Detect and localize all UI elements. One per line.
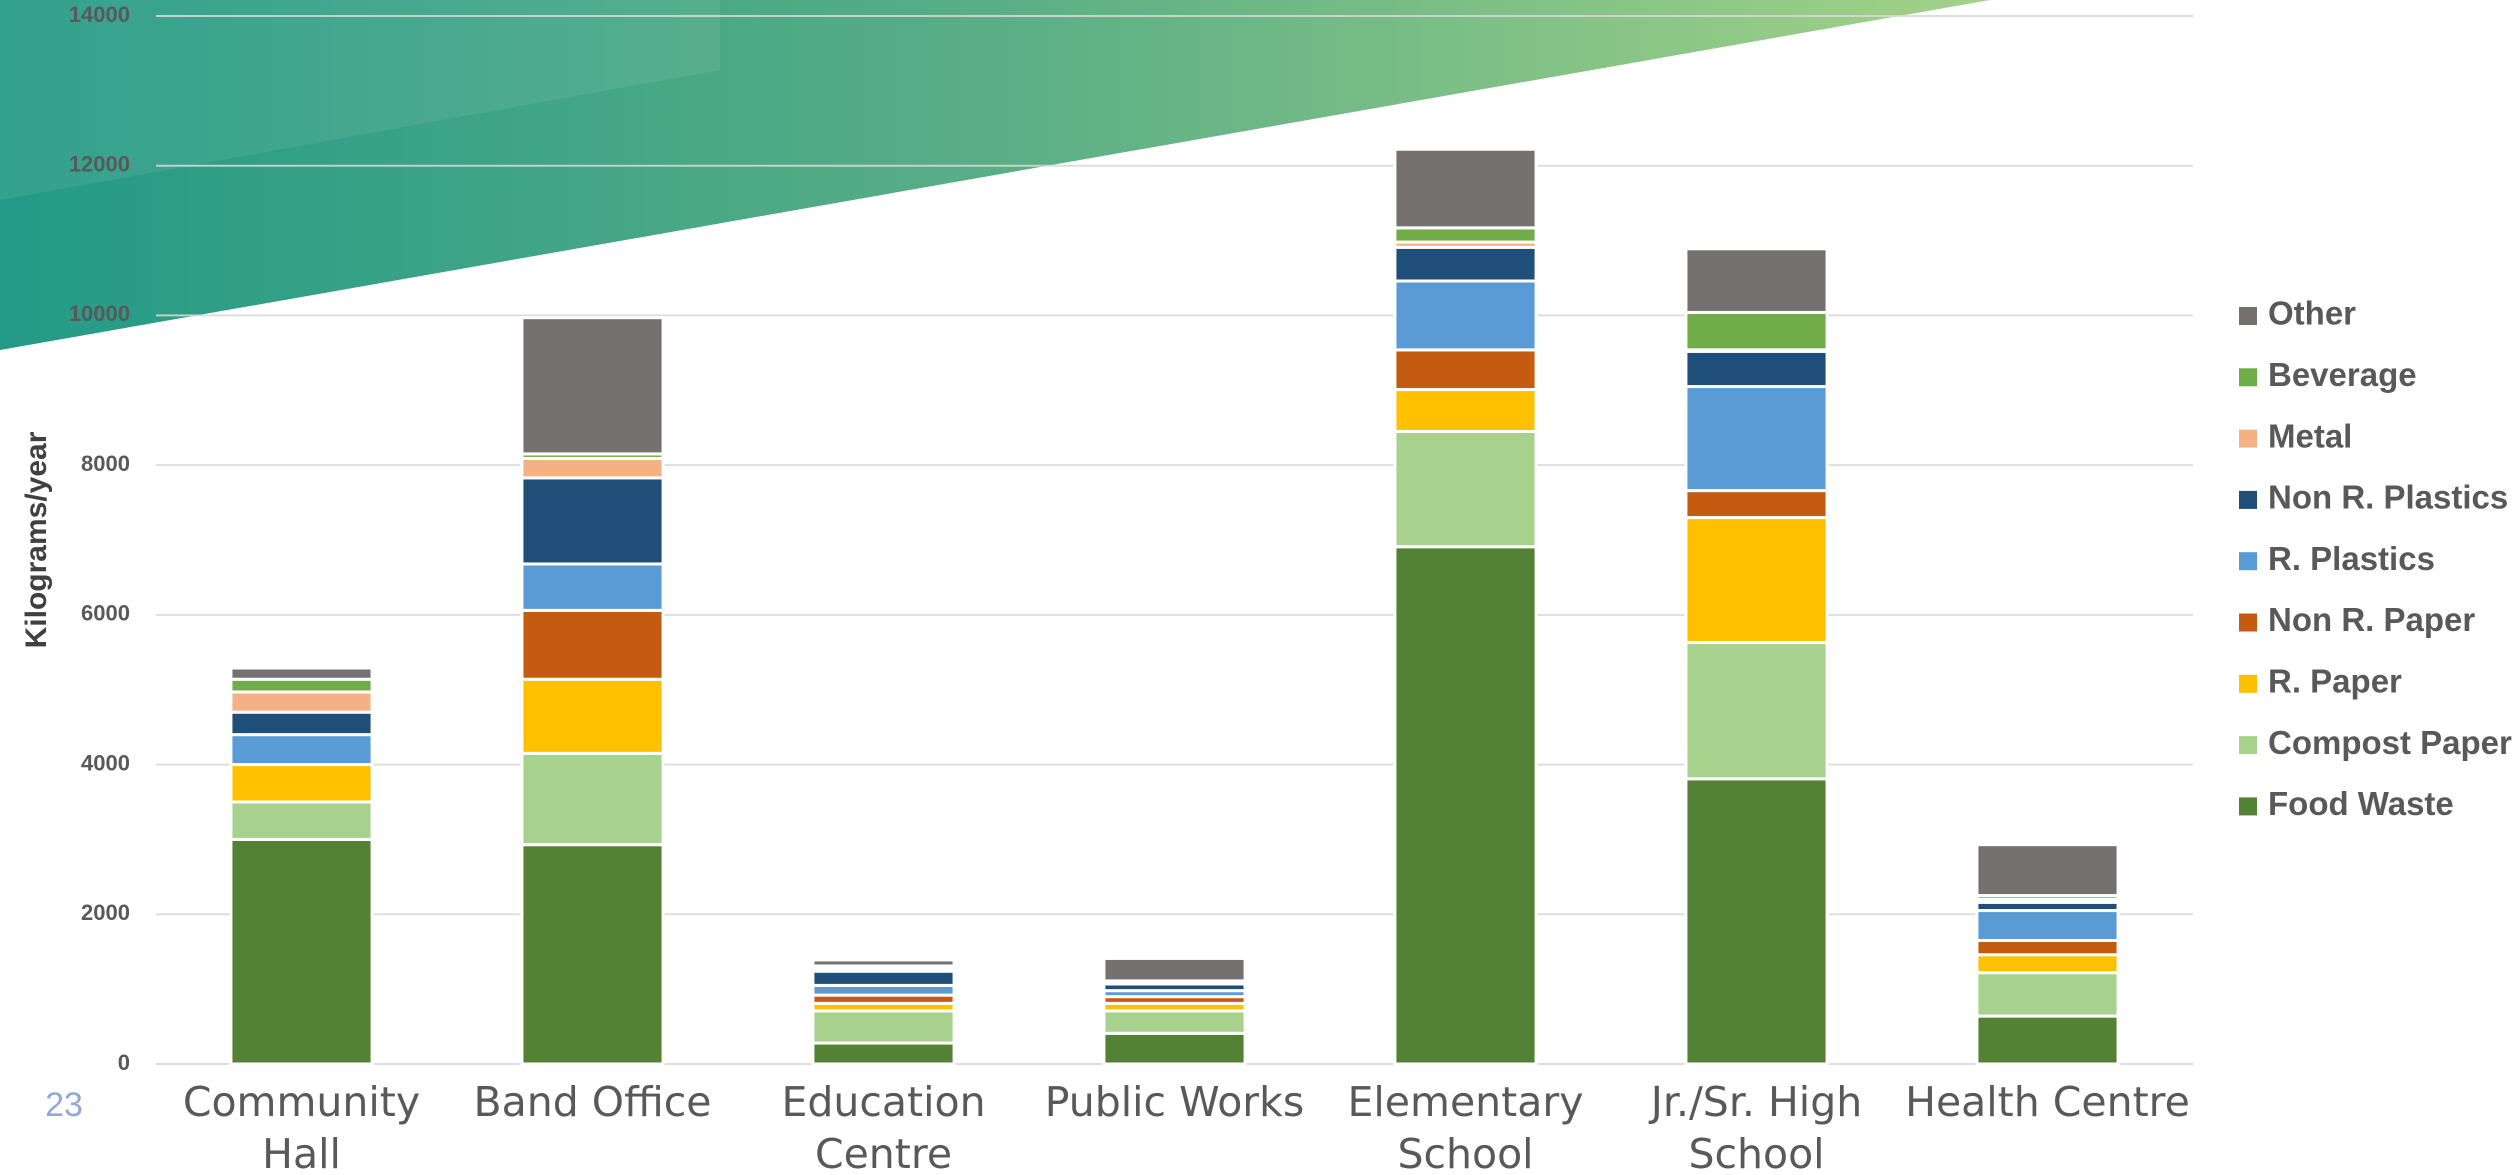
- bar-segment: [1102, 1031, 1247, 1066]
- bar-segment: [1393, 388, 1538, 433]
- bar-segment: [1684, 349, 1829, 389]
- bar-segment: [229, 666, 374, 681]
- y-axis-label: Kilograms/year: [20, 431, 53, 648]
- y-tick-label: 0: [118, 1050, 130, 1075]
- bar-segment: [1684, 310, 1829, 352]
- legend-label: Metal: [2268, 417, 2352, 454]
- bar-segment: [520, 751, 665, 847]
- bar-segment: [1975, 909, 2120, 942]
- bar-segment: [520, 456, 665, 480]
- bar-segment: [1684, 516, 1829, 645]
- legend-label: R. Plastics: [2268, 540, 2435, 577]
- legend-swatch: [2239, 429, 2257, 448]
- bar-segment: [229, 763, 374, 804]
- legend-label: R. Paper: [2268, 663, 2402, 700]
- bar-segment: [1975, 1014, 2120, 1066]
- bar-segment: [1102, 1009, 1247, 1035]
- legend-swatch: [2239, 797, 2257, 816]
- bar-segment: [1975, 971, 2120, 1018]
- bar-segment: [1393, 147, 1538, 230]
- bar-segment: [1393, 429, 1538, 549]
- bar-segment: [811, 958, 956, 968]
- banner-shade: [0, 0, 720, 200]
- bar-segment: [520, 476, 665, 566]
- bar-segment: [520, 608, 665, 681]
- x-tick-label: Community Hall: [182, 1078, 421, 1175]
- y-tick-label: 8000: [81, 451, 130, 476]
- legend-label: Non R. Paper: [2268, 601, 2475, 638]
- legend-swatch: [2239, 613, 2257, 632]
- x-tick-label: Public Works: [1044, 1078, 1305, 1126]
- x-tick-label: Education Centre: [781, 1078, 986, 1175]
- y-tick-label: 4000: [81, 750, 130, 775]
- bar-segment: [1975, 953, 2120, 975]
- y-tick-label: 2000: [81, 900, 130, 925]
- y-tick-label: 14000: [69, 2, 130, 27]
- legend-swatch: [2239, 674, 2257, 693]
- bar-segment: [520, 843, 665, 1066]
- y-tick-label: 12000: [69, 152, 130, 177]
- bar-segment: [1975, 938, 2120, 957]
- bar-segment: [520, 316, 665, 456]
- bar-segment: [229, 800, 374, 841]
- y-tick-label: 10000: [69, 301, 130, 326]
- bar-segment: [1684, 385, 1829, 493]
- bar-segment: [811, 1041, 956, 1066]
- legend-label: Food Waste: [2268, 785, 2454, 822]
- legend-label: Other: [2268, 295, 2356, 332]
- bar-segment: [229, 733, 374, 767]
- bar-segment: [229, 837, 374, 1066]
- x-tick-label: Health Centre: [1905, 1078, 2190, 1126]
- legend-swatch: [2239, 490, 2257, 509]
- legend-swatch: [2239, 736, 2257, 755]
- x-tick-label: Band Office: [473, 1078, 712, 1126]
- bar-segment: [1975, 843, 2120, 898]
- bar-segment: [1393, 226, 1538, 244]
- bar-segment: [811, 969, 956, 987]
- bar-segment: [229, 690, 374, 714]
- banner: [0, 0, 1990, 350]
- legend-swatch: [2239, 552, 2257, 571]
- bar-segment: [1102, 956, 1247, 983]
- legend-swatch: [2239, 368, 2257, 387]
- legend-label: Beverage: [2268, 356, 2417, 393]
- y-tick-label: 6000: [81, 601, 130, 626]
- legend-label: Non R. Plastics: [2268, 479, 2508, 516]
- bar-segment: [1393, 545, 1538, 1066]
- bar-segment: [1684, 777, 1829, 1066]
- bar-segment: [520, 677, 665, 755]
- bar-segment: [1684, 641, 1829, 781]
- page-number: 23: [45, 1086, 83, 1124]
- legend-label: Compost Paper: [2268, 724, 2512, 761]
- x-tick-label: Jr./Sr. High School: [1650, 1078, 1863, 1175]
- bar-segment: [1393, 348, 1538, 392]
- x-tick-label: Elementary School: [1347, 1078, 1584, 1175]
- bar-segment: [1684, 247, 1829, 314]
- bar-segment: [229, 677, 374, 694]
- bar-segment: [520, 562, 665, 612]
- bar-segment: [229, 710, 374, 737]
- bar-segment: [1393, 245, 1538, 283]
- bar-segment: [1393, 279, 1538, 352]
- bar-segment: [811, 1009, 956, 1045]
- legend-swatch: [2239, 307, 2257, 325]
- bar-segment: [1684, 489, 1829, 520]
